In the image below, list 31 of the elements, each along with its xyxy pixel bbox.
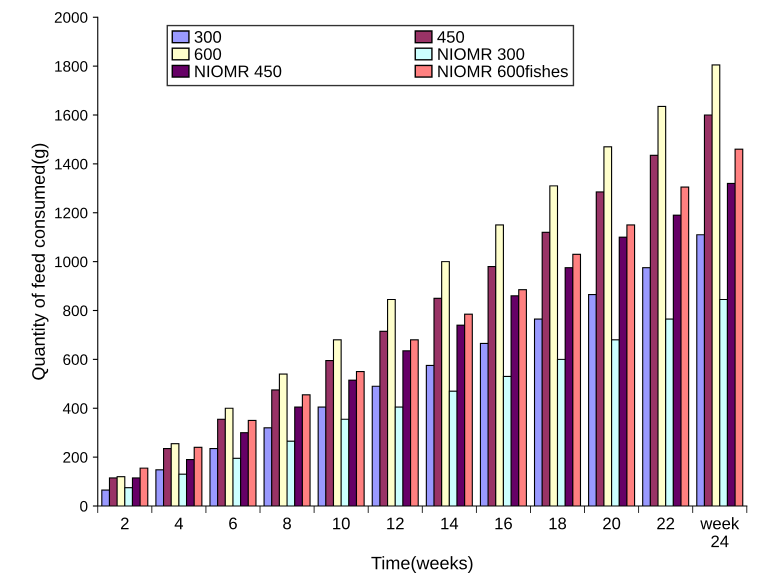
y-tick-label: 0 <box>80 500 88 512</box>
x-tick-label: 14 <box>441 518 458 530</box>
legend-label: NIOMR 450 <box>195 65 282 78</box>
x-tick-label: 8 <box>283 518 291 530</box>
x-tick-label: 22 <box>657 518 674 530</box>
legend-label: 450 <box>437 31 464 43</box>
x-tick-label: 20 <box>603 518 620 530</box>
y-tick-label: 800 <box>63 305 88 316</box>
x-tick-label: 16 <box>495 518 512 530</box>
legend-label: 600 <box>194 48 222 60</box>
y-tick-label: 2000 <box>54 12 88 23</box>
x-tick-label: 6 <box>229 518 237 530</box>
y-tick-label: 600 <box>63 354 88 366</box>
y-tick-label: 1600 <box>55 110 88 121</box>
y-tick-label: 1000 <box>55 256 88 268</box>
x-tick-label: 2 <box>121 518 129 530</box>
y-axis-title: Quantity of feed consumed(g) <box>32 144 48 380</box>
x-axis-title: Time(weeks) <box>371 556 472 573</box>
x-tick-label: 12 <box>387 518 404 530</box>
y-tick-label: 1400 <box>55 158 88 170</box>
x-tick-label: 10 <box>333 518 350 530</box>
x-tick-label: 4 <box>174 518 184 530</box>
legend-label: NIOMR 300 <box>438 48 524 60</box>
x-tick-label: 18 <box>550 518 566 530</box>
y-tick-label: 1800 <box>55 60 88 72</box>
x-tick-label: week 24 <box>700 517 740 548</box>
y-tick-label: 200 <box>63 452 88 463</box>
legend-label: NIOMR 600fishes <box>438 64 568 78</box>
y-tick-label: 1200 <box>55 208 88 218</box>
legend-label: 300 <box>194 31 222 43</box>
y-tick-label: 400 <box>62 403 88 414</box>
